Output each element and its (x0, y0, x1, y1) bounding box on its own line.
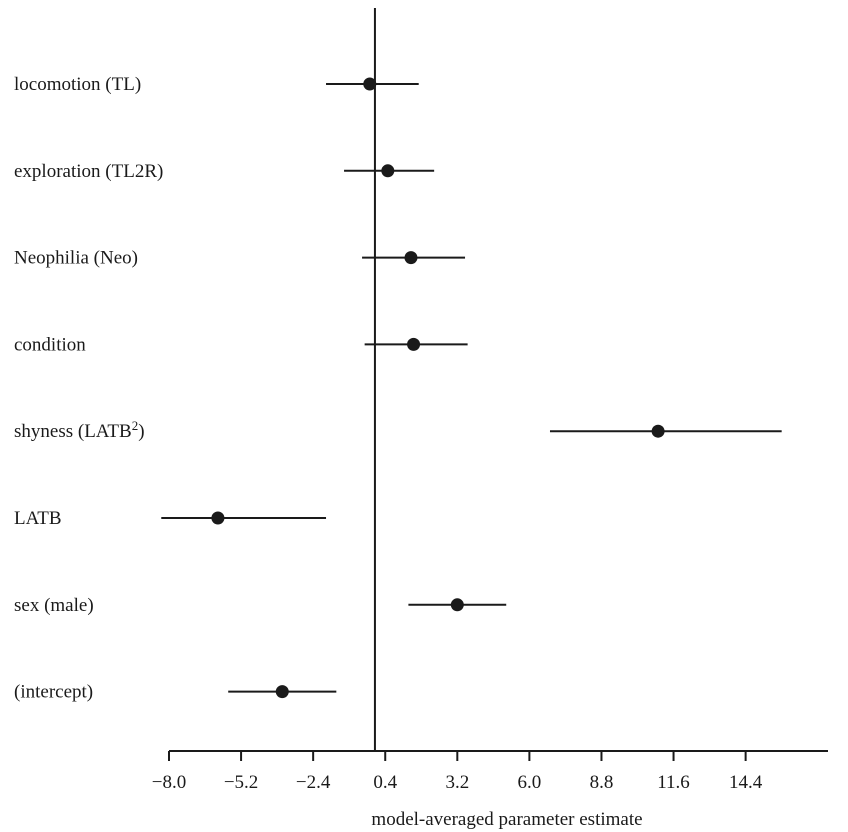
row-label: LATB (14, 508, 62, 529)
estimate-point (211, 511, 225, 525)
row-label-superscript: 2 (132, 418, 139, 433)
x-tick-label: 6.0 (518, 772, 542, 793)
row-label: Neophilia (Neo) (14, 248, 138, 269)
estimates (161, 77, 782, 699)
row-label-tail: ) (138, 421, 144, 442)
estimate-point (381, 164, 395, 178)
x-axis: −8.0 −5.2 −2.4 0.4 3.2 6.0 8.8 11.6 14.4 (152, 750, 828, 793)
row-label: sex (male) (14, 595, 94, 616)
x-tick-label: −5.2 (224, 772, 258, 793)
row-label: (intercept) (14, 682, 93, 703)
estimate-point (450, 598, 464, 612)
estimate-point (404, 251, 418, 265)
estimate-point (363, 77, 377, 91)
estimate-point (651, 424, 665, 438)
x-tick-label: −2.4 (296, 772, 331, 793)
estimate-point (275, 685, 289, 699)
x-tick-label: 14.4 (729, 772, 763, 793)
x-axis-label: model-averaged parameter estimate (371, 809, 642, 830)
x-tick-label: 11.6 (657, 772, 690, 793)
row-label: exploration (TL2R) (14, 161, 163, 182)
estimate-point (407, 337, 421, 351)
x-tick-label: 3.2 (445, 772, 469, 793)
row-label: locomotion (TL) (14, 74, 141, 95)
x-tick-label: −8.0 (152, 772, 186, 793)
row-label: shyness (LATB2) (14, 418, 145, 442)
x-tick-label: 8.8 (590, 772, 614, 793)
x-tick-label: 0.4 (373, 772, 397, 793)
row-labels: locomotion (TL) exploration (TL2R) Neophil… (14, 74, 163, 703)
row-label: condition (14, 334, 86, 355)
